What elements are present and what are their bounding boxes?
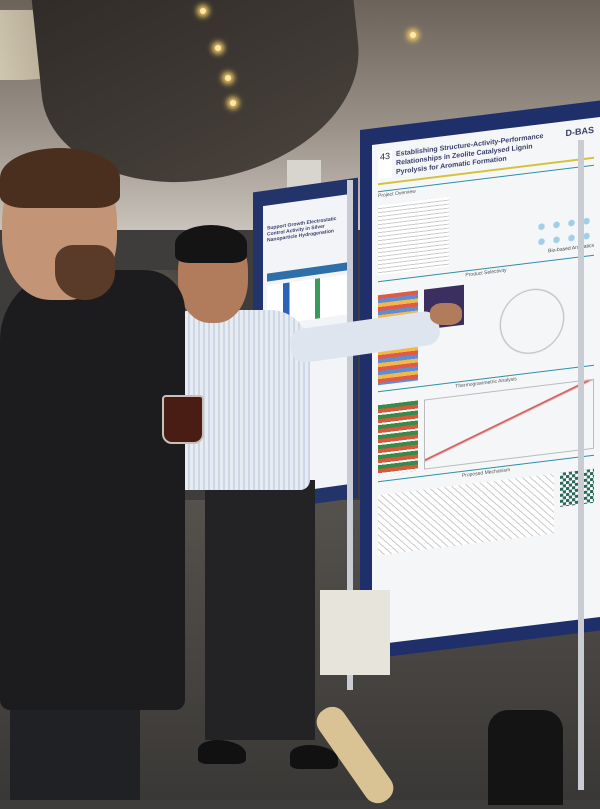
intro-text-block <box>378 196 449 276</box>
ceiling-light <box>410 32 416 38</box>
board-number: 43 <box>378 150 393 180</box>
tga-bars <box>378 400 418 476</box>
presenter-hair <box>175 225 247 263</box>
ceiling-light <box>215 45 221 51</box>
tga-curve <box>424 378 594 470</box>
presenter-trousers <box>205 480 315 740</box>
main-poster: 43 Establishing Structure-Activity-Perfo… <box>372 117 600 645</box>
visitor-beard <box>55 245 115 300</box>
ceiling-light <box>225 75 231 81</box>
presenter-shoe <box>290 745 338 769</box>
board-pole <box>347 180 353 690</box>
board-pole <box>578 140 584 790</box>
presenter-pointing-hand <box>430 303 462 325</box>
radar-charts <box>470 268 594 374</box>
drink-glass <box>162 395 204 444</box>
ceiling-light <box>200 8 206 14</box>
presenter-shoe <box>198 740 246 764</box>
ceiling-light <box>230 100 236 106</box>
visitor-shirt <box>0 270 185 710</box>
tote-bag <box>320 590 390 675</box>
handbag <box>488 710 563 805</box>
qr-code <box>560 468 594 507</box>
visitor-hair <box>0 148 120 208</box>
